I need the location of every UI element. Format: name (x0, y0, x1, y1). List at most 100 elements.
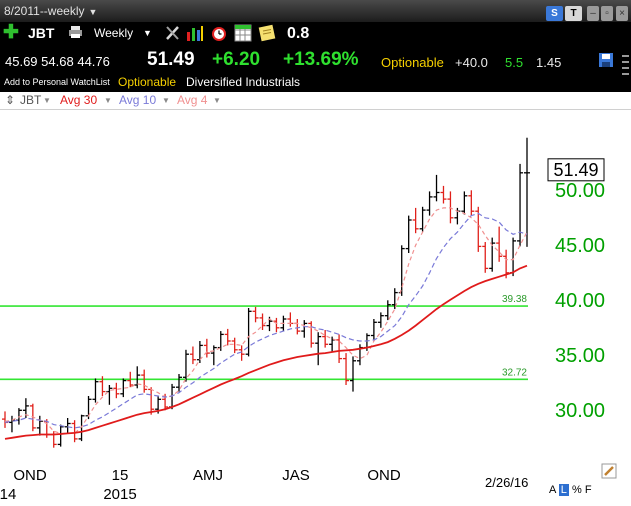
x-label-jas: JAS (282, 467, 310, 484)
log-scale-button[interactable]: L (558, 484, 569, 496)
chevron-down-icon[interactable]: ▼ (88, 7, 98, 17)
ohlc-bar (64, 418, 71, 434)
ohlc-bar (238, 345, 245, 361)
stat-value-1: +40.0 (455, 55, 488, 70)
x-sublabel-2015: 2015 (103, 486, 136, 503)
ohlc-bar (461, 191, 468, 215)
side-scroll-icon[interactable] (620, 50, 631, 92)
pencil-icon[interactable] (601, 463, 617, 479)
ohlc-bar (350, 356, 356, 392)
maximize-icon[interactable]: ▫ (601, 6, 613, 21)
ticker-symbol[interactable]: JBT (28, 25, 55, 41)
x-label-2015-start: 15 (112, 467, 129, 484)
t-button[interactable]: T (565, 6, 582, 21)
y-tick-label: 45.00 (555, 235, 605, 257)
legend-symbol[interactable]: JBT (20, 93, 42, 107)
s-button[interactable]: S (546, 6, 563, 21)
ohlc-bar (155, 396, 162, 414)
support-line-label-1: 39.38 (502, 294, 527, 305)
notes-icon[interactable] (258, 24, 276, 42)
add-watchlist-link[interactable]: Add to Personal WatchList (4, 77, 110, 87)
ohlc-bar (454, 207, 461, 225)
ohlc-bar (336, 334, 343, 363)
title-bar: 8/2011--weekly ▼ S T – ▫ × (0, 0, 631, 22)
ohlc-bar (78, 414, 85, 442)
stat-value-3: 1.45 (536, 55, 562, 70)
ohlc-bar (273, 317, 280, 333)
price-change: +6.20 (212, 49, 261, 70)
tools-icon[interactable] (164, 24, 182, 42)
bar-chart-icon[interactable] (186, 24, 204, 42)
period-select[interactable]: Weekly (94, 26, 134, 40)
ohlc-bar (57, 424, 64, 447)
minimize-icon[interactable]: – (587, 6, 599, 21)
ohlc-bar (496, 226, 503, 262)
chevron-down-icon[interactable]: ▼ (213, 96, 221, 105)
ohlc-bar (15, 408, 22, 425)
close-icon[interactable]: × (616, 6, 628, 21)
ohlc-bar (329, 336, 336, 352)
chevron-down-icon[interactable]: ▼ (143, 28, 152, 38)
ohlc-bar (412, 207, 419, 234)
ohlc-bar (482, 242, 489, 273)
legend-ma10[interactable]: Avg 10 (119, 93, 157, 107)
ohlc-bar (266, 316, 273, 332)
chevron-down-icon[interactable]: ▼ (162, 96, 170, 105)
ohlc-bar (92, 378, 99, 403)
last-price: 51.49 (147, 49, 195, 70)
ma4-line (4, 207, 528, 434)
last-price-box (547, 158, 605, 182)
ma10-line (4, 212, 528, 429)
ohlc-bar (356, 344, 363, 366)
price-change-percent: +13.69% (283, 49, 359, 70)
ohlc-bar (363, 333, 370, 351)
x-label-ond-2015: OND (367, 467, 401, 484)
symbol-row: ✚ JBT Weekly ▼ (0, 22, 631, 46)
ohlc-bar (203, 338, 210, 358)
ohlc-bar (475, 206, 482, 252)
window-title[interactable]: 8/2011--weekly ▼ (4, 4, 98, 18)
ohlc-bar (169, 383, 176, 410)
symbol-legend-arrows-icon[interactable]: ⇕ (5, 93, 16, 107)
add-icon[interactable]: ✚ (3, 22, 19, 43)
ohlc-bar (426, 191, 433, 216)
ohlc-bar (419, 206, 426, 233)
chevron-down-icon[interactable]: ▼ (104, 96, 112, 105)
x-label-amj: AMJ (193, 467, 223, 484)
grid-table-icon[interactable] (234, 24, 252, 42)
ohlc-bar (22, 398, 29, 418)
quote-row: 45.69 54.68 44.76 51.49 +6.20 +13.69% Op… (0, 48, 631, 74)
ohlc-bar (182, 349, 189, 382)
industry-label[interactable]: Diversified Industrials (186, 75, 301, 89)
ohlc-bar (217, 331, 224, 351)
ohlc-bar (85, 396, 92, 420)
ohlc-bar (322, 330, 329, 348)
legend-ma30[interactable]: Avg 30 (60, 93, 98, 107)
ohlc-bar (370, 319, 377, 340)
chevron-down-icon[interactable]: ▼ (43, 96, 51, 105)
ohlc-bar (71, 420, 78, 443)
legend-ma4[interactable]: Avg 4 (177, 93, 208, 107)
ma30-line (4, 264, 528, 440)
scale-toggle[interactable]: A L % F (549, 484, 592, 496)
ohlc-bar (141, 369, 148, 393)
save-icon[interactable] (598, 52, 614, 68)
ohlc-values: 45.69 54.68 44.76 (5, 54, 110, 69)
y-tick-label: 50.00 (555, 180, 605, 202)
ohlc-bar (106, 385, 113, 405)
optionable-badge: Optionable (118, 75, 177, 89)
printer-icon[interactable] (68, 25, 83, 39)
ohlc-bar (50, 431, 57, 448)
alarm-clock-icon[interactable] (210, 24, 228, 42)
indicator-legend: ⇕ JBT ▼ Avg 30 ▼ Avg 10 ▼ Avg 4 ▼ (0, 92, 631, 109)
ohlc-bar (127, 371, 134, 388)
ohlc-bar (245, 308, 252, 357)
x-sublabel-2014: 14 (0, 486, 16, 503)
ohlc-bar (8, 415, 15, 433)
y-tick-label: 40.00 (555, 290, 605, 312)
ohlc-bar (287, 312, 294, 327)
ohlc-bar (377, 312, 384, 328)
ohlc-bar (468, 190, 475, 216)
x-label-oct-2014: OND (13, 467, 47, 484)
ohlc-bar (162, 393, 169, 411)
